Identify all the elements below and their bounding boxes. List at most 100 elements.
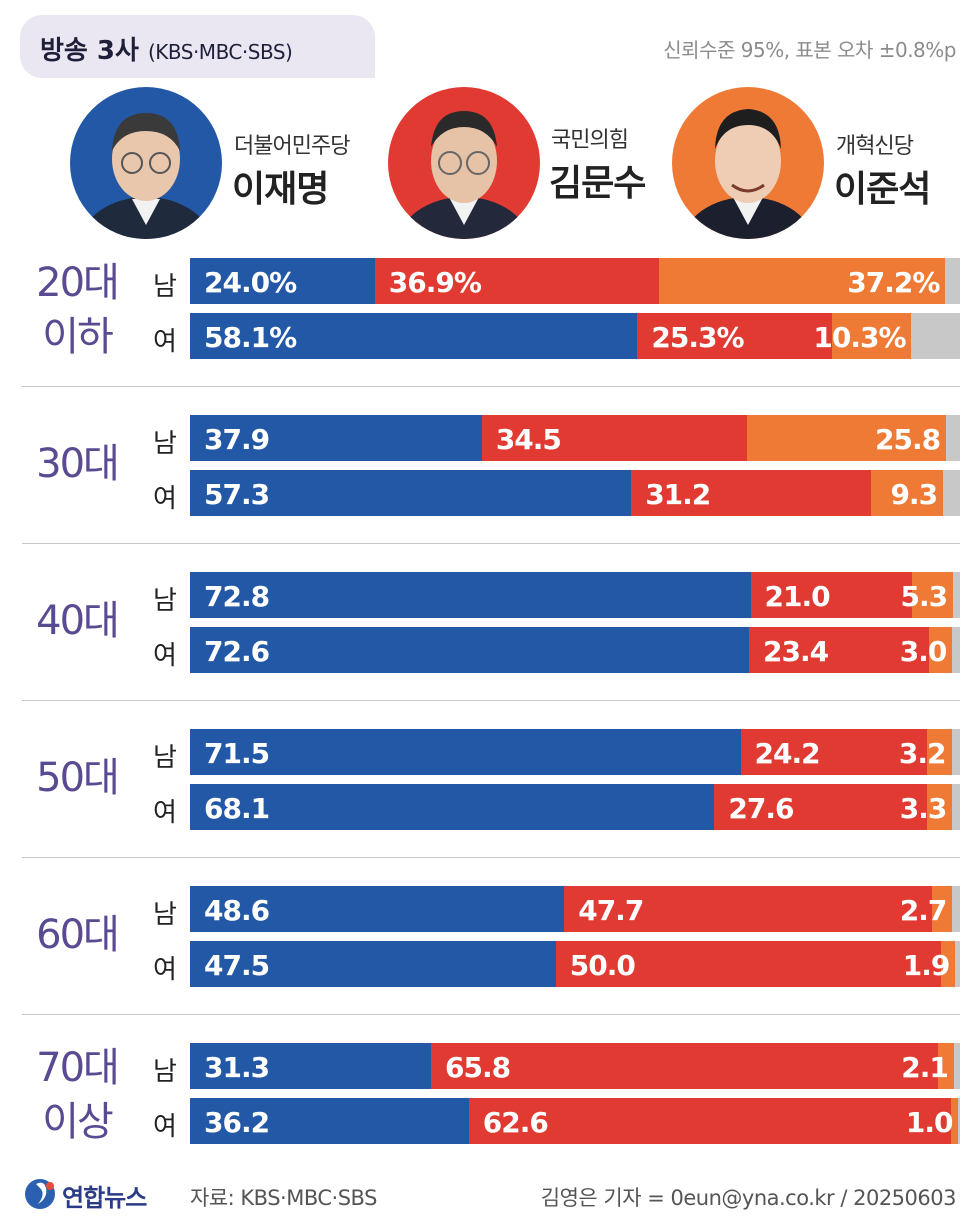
bar-segment-lee-junseok — [832, 313, 912, 359]
data-label: 23.4 — [763, 635, 829, 668]
data-label: 68.1 — [204, 792, 270, 825]
candidate-2-photo — [388, 87, 540, 239]
bar-row: 72.8 21.0 5.3 — [190, 572, 960, 618]
candidate-1-photo — [70, 87, 222, 239]
age-group-label-line: 이상 — [42, 1099, 114, 1145]
bar-row: 58.1% 25.3% 10.3% — [190, 313, 960, 359]
data-label: 57.3 — [204, 478, 270, 511]
bar-segment-kim-moonsoo — [631, 470, 872, 516]
confidence-note: 신뢰수준 95%, 표본 오차 ±0.8%p — [663, 38, 956, 62]
bar-segment-kim-moonsoo — [750, 572, 913, 618]
data-label: 2.1 — [901, 1051, 949, 1084]
age-group-label-line: 이하 — [42, 314, 114, 360]
data-label: 58.1% — [204, 321, 297, 354]
candidate-2-name: 김문수 — [549, 163, 646, 204]
bar-segment-lee-junseok — [931, 886, 953, 932]
data-label: 25.3% — [651, 321, 744, 354]
title-subtitle: (KBS·MBC·SBS) — [147, 40, 293, 64]
age-group-label: 20대 이하 — [22, 256, 132, 364]
candidate-2-party: 국민의힘 — [551, 128, 629, 153]
bar-segment-lee-jaemyung — [190, 572, 751, 618]
data-label: 48.6 — [204, 894, 270, 927]
person-portrait-icon — [682, 109, 814, 239]
bar-row: 72.6 23.4 3.0 — [190, 627, 960, 673]
bar-segment-lee-jaemyung — [190, 886, 565, 932]
bar-row: 71.5 24.2 3.2 — [190, 729, 960, 775]
data-label: 36.9% — [388, 266, 482, 299]
data-label: 9.3 — [890, 478, 938, 511]
age-group-label-line: 30대 — [36, 441, 120, 487]
data-label: 24.0% — [204, 266, 297, 299]
data-label: 3.0 — [899, 635, 948, 668]
bar-segment-lee-junseok — [950, 1098, 959, 1144]
candidate-1-name: 이재명 — [232, 169, 329, 210]
group-divider — [22, 1014, 960, 1015]
group-divider — [22, 700, 960, 701]
bar-segment-lee-junseok — [658, 258, 946, 304]
bar-segment-lee-jaemyung — [190, 784, 715, 830]
data-label: 36.2 — [204, 1106, 270, 1139]
bar-segment-lee-junseok — [871, 470, 944, 516]
data-label: 47.7 — [578, 894, 644, 927]
bar-segment-lee-junseok — [747, 415, 947, 461]
candidate-3-party: 개혁신당 — [836, 134, 914, 159]
bar-segment-lee-junseok — [929, 627, 953, 673]
age-group-label: 70대 이상 — [22, 1041, 132, 1149]
bar-segment-lee-junseok — [940, 941, 956, 987]
gender-label: 여 — [153, 641, 177, 671]
gender-label: 여 — [153, 798, 177, 828]
group-divider — [22, 386, 960, 387]
bar-segment-lee-junseok — [937, 1043, 954, 1089]
data-label: 37.9 — [204, 423, 270, 456]
bar-segment-lee-junseok — [926, 784, 953, 830]
bar-segment-kim-moonsoo — [714, 784, 927, 830]
gender-label: 남 — [153, 900, 177, 930]
candidate-3-photo — [672, 87, 824, 239]
gender-label: 남 — [153, 1057, 177, 1087]
group-divider — [22, 857, 960, 858]
bar-segment-kim-moonsoo — [564, 886, 932, 932]
bar-segment-lee-jaemyung — [190, 1098, 469, 1144]
data-label: 31.2 — [645, 478, 711, 511]
bar-segment-kim-moonsoo — [481, 415, 748, 461]
data-label: 65.8 — [445, 1051, 511, 1084]
data-label: 50.0 — [569, 949, 636, 982]
bar-segment-kim-moonsoo — [374, 258, 659, 304]
bar-segment-lee-junseok — [912, 572, 954, 618]
data-label: 31.3 — [204, 1051, 270, 1084]
footer-brand: 연합뉴스 — [62, 1184, 147, 1212]
data-label: 72.6 — [204, 635, 270, 668]
bar-row: 24.0% 36.9% 37.2% — [190, 258, 960, 304]
title-main: 방송 3사 — [40, 36, 139, 66]
data-label: 1.9 — [902, 949, 951, 982]
bar-segment-lee-jaemyung — [190, 627, 750, 673]
age-group-label-line: 50대 — [36, 755, 120, 801]
bar-segment-lee-jaemyung — [190, 941, 556, 987]
gender-label: 여 — [153, 484, 177, 514]
group-divider — [22, 543, 960, 544]
data-label: 2.7 — [899, 894, 948, 927]
bar-row: 37.9 34.5 25.8 — [190, 415, 960, 461]
age-group-label: 30대 — [22, 437, 132, 491]
bar-segment-lee-junseok — [926, 729, 952, 775]
data-label: 3.3 — [899, 792, 948, 825]
footer-source: 자료: KBS·MBC·SBS — [190, 1186, 377, 1210]
bar-segment-kim-moonsoo — [749, 627, 930, 673]
age-group-label: 50대 — [22, 751, 132, 805]
data-label: 34.5 — [495, 423, 562, 456]
bar-row: 48.6 47.7 2.7 — [190, 886, 960, 932]
gender-label: 남 — [153, 586, 177, 616]
bar-segment-kim-moonsoo — [555, 941, 941, 987]
gender-label: 남 — [153, 272, 177, 302]
gender-label: 여 — [153, 1112, 177, 1142]
bar-segment-kim-moonsoo — [468, 1098, 951, 1144]
data-label: 27.6 — [728, 792, 794, 825]
data-label: 5.3 — [900, 580, 948, 613]
data-label: 25.8 — [875, 423, 941, 456]
gender-label: 여 — [153, 955, 177, 985]
data-label: 72.8 — [204, 580, 270, 613]
person-portrait-icon — [80, 113, 212, 239]
bar-row: 31.3 65.8 2.1 — [190, 1043, 960, 1089]
chart-title: 방송 3사 (KBS·MBC·SBS) — [40, 30, 293, 67]
data-label: 21.0 — [764, 580, 831, 613]
